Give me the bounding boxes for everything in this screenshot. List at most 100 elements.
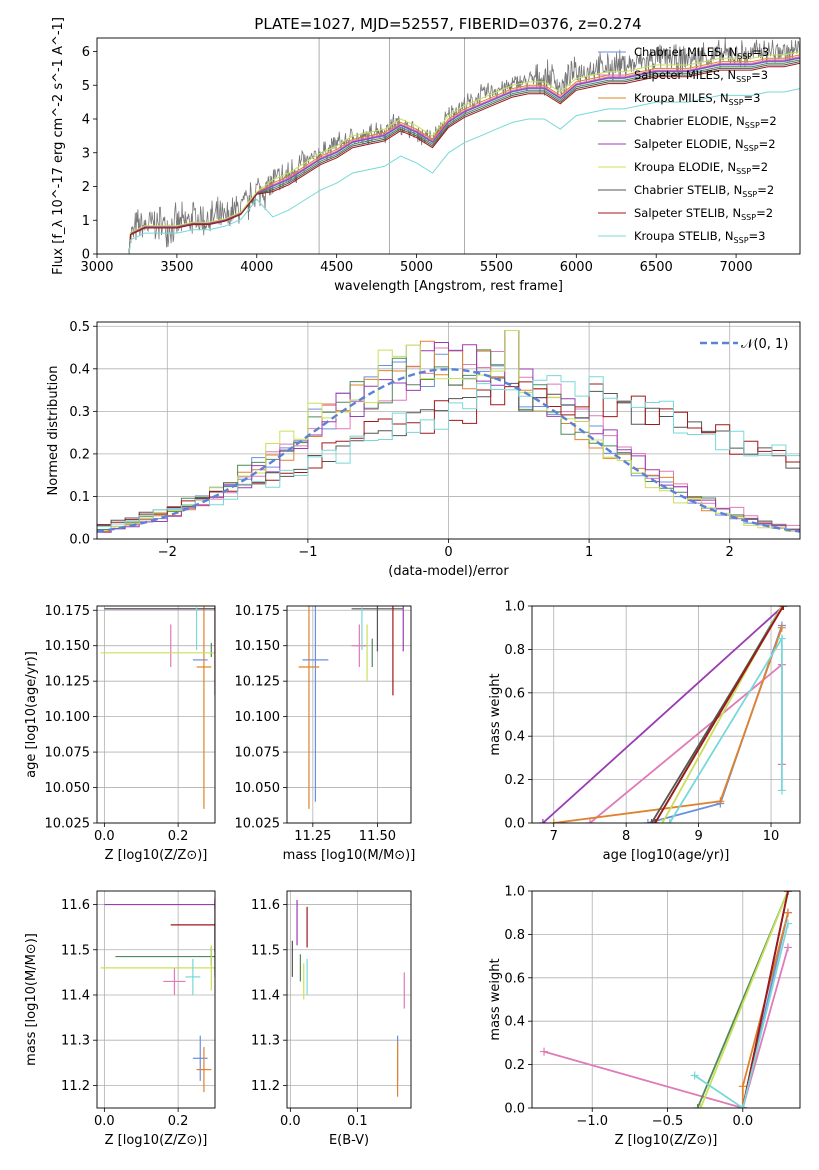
- point-kroupa-elodie: [100, 945, 215, 991]
- plot-area-weight-z: [540, 891, 792, 1108]
- point-kroupa-miles: [298, 606, 320, 809]
- panel-weight-z: −1.0 −0.5 0.0 0.0 0.2 0.4 0.6 0.8 1.0 Z [log10(Z/…: [488, 885, 801, 1148]
- legend-label-chabrier-miles: Chabrier MILES, NSSP=3: [634, 45, 769, 61]
- plot-area-age-z: [100, 606, 215, 809]
- y-axis-label: Flux [f_λ 10^-17 erg cm^-2 s^-1 A^-1]: [51, 17, 66, 275]
- plot-area-spectrum: [128, 38, 800, 254]
- y-tick-label: 1.0: [504, 885, 525, 900]
- y-tick-label: 11.4: [251, 988, 280, 1003]
- point-salpeter-elodie: [104, 900, 215, 910]
- weight-marker-kroupa-stelib: [738, 1104, 747, 1108]
- y-tick-label: 11.6: [251, 898, 280, 913]
- y-tick-label: 0.5: [69, 320, 90, 335]
- y-tick-label: 11.5: [61, 943, 90, 958]
- y-tick-label: 1: [82, 214, 90, 229]
- legend-label-chabrier-elodie: Chabrier ELODIE, NSSP=2: [634, 114, 777, 130]
- legend-label-salpeter-miles: Salpeter MILES, NSSP=3: [634, 68, 768, 84]
- weight-marker-kroupa-miles: [783, 908, 792, 917]
- y-axis-label: mass [log10(M/M⊙)]: [24, 933, 39, 1066]
- y-tick-label: 10.150: [45, 639, 91, 654]
- panel-spectrum: 3000 3500 4000 4500 5000 5500 6000 6500 7000 0 1 2 3…: [51, 17, 801, 294]
- y-tick-label: 10.125: [45, 675, 91, 690]
- weight-line-kroupa-stelib: [668, 635, 783, 823]
- x-tick-label: 2: [726, 545, 734, 560]
- model-kroupa-stelib: [128, 88, 800, 254]
- x-tick-label: 10: [763, 829, 780, 844]
- normal-curve: [97, 368, 800, 533]
- y-axis-label: mass weight: [488, 958, 503, 1040]
- point-chabrier-miles: [192, 1035, 208, 1081]
- weight-line-chabrier-miles: [647, 625, 783, 823]
- weight-marker-kroupa-elodie: [658, 819, 667, 823]
- point-kroupa-stelib: [185, 958, 201, 995]
- x-tick-label: 0.2: [168, 1114, 189, 1129]
- y-tick-label: 10.025: [45, 817, 91, 832]
- legend-label-salpeter-stelib: Salpeter STELIB, NSSP=2: [634, 206, 773, 222]
- point-kroupa-miles: [196, 1046, 212, 1093]
- legend-label-salpeter-elodie: Salpeter ELODIE, NSSP=2: [634, 137, 776, 153]
- hist-kroupa-stelib: [97, 375, 800, 527]
- x-tick-label: 0.0: [732, 1114, 753, 1129]
- weight-line-kroupa-stelib: [694, 923, 789, 1108]
- y-tick-label: 11.5: [251, 943, 280, 958]
- y-tick-label: 0.6: [504, 971, 525, 986]
- weight-marker-kroupa-elodie: [696, 1104, 705, 1108]
- axes-frame: [531, 605, 801, 824]
- weight-line-salpeter-miles: [543, 947, 789, 1108]
- x-tick-label: 1: [585, 545, 593, 560]
- weight-marker-salpeter-stelib: [779, 606, 788, 610]
- y-tick-label: 1.0: [504, 600, 525, 615]
- point-kroupa-miles: [196, 606, 212, 809]
- y-tick-label: 10.100: [45, 710, 91, 725]
- legend-label-chabrier-stelib: Chabrier STELIB, NSSP=2: [634, 183, 774, 199]
- x-axis-label: mass [log10(M/M⊙)]: [283, 848, 416, 863]
- point-chabrier-miles: [302, 606, 329, 802]
- y-tick-label: 0.1: [69, 490, 90, 505]
- x-tick-label: 6500: [640, 260, 673, 275]
- weight-marker-salpeter-miles: [783, 943, 792, 952]
- panel-residuals: −2 −1 0 1 2 0.0 0.1 0.2 0.3 0.4 0.5 (data-model)/er…: [46, 320, 801, 579]
- y-tick-label: 10.175: [235, 604, 281, 619]
- x-tick-label: −2: [158, 545, 177, 560]
- model-salpeter-elodie: [128, 57, 800, 254]
- plot-area-weight-age: [538, 606, 788, 823]
- y-tick-label: 0.2: [504, 1058, 525, 1073]
- y-tick-label: 11.3: [61, 1034, 90, 1049]
- x-axis-label: E(B-V): [329, 1133, 369, 1148]
- y-tick-label: 10.050: [45, 781, 91, 796]
- axes-frame: [286, 890, 412, 1109]
- y-tick-label: 0.0: [504, 1102, 525, 1117]
- weight-marker-salpeter-elodie: [538, 819, 547, 823]
- y-tick-label: 0.4: [69, 362, 90, 377]
- point-chabrier-stelib: [351, 606, 404, 652]
- y-tick-label: 0.4: [504, 1015, 525, 1030]
- point-salpeter-miles: [351, 624, 368, 667]
- panel-mass-ebv: 0.0 0.1 11.2 11.3 11.4 11.5 11.6 E(B-V): [251, 890, 412, 1148]
- x-tick-label: −1: [298, 545, 317, 560]
- weight-marker-salpeter-miles: [540, 1047, 549, 1056]
- y-tick-label: 10.100: [235, 710, 281, 725]
- x-tick-label: 0.0: [280, 1114, 301, 1129]
- y-tick-label: 0.2: [504, 773, 525, 788]
- weight-marker-kroupa-stelib: [783, 919, 792, 928]
- x-tick-label: 0.0: [94, 829, 115, 844]
- x-tick-label: 6000: [560, 260, 593, 275]
- y-tick-label: 0.4: [504, 730, 525, 745]
- y-tick-label: 2: [82, 180, 90, 195]
- x-tick-label: 5500: [480, 260, 513, 275]
- plot-area-mass-ebv: [291, 900, 405, 1097]
- weight-marker-chabrier-miles: [643, 819, 652, 823]
- x-tick-label: 11.50: [359, 829, 396, 844]
- y-tick-label: 6: [82, 45, 90, 60]
- figure-title: PLATE=1027, MJD=52557, FIBERID=0376, z=0…: [254, 15, 641, 33]
- x-axis-label: Z [log10(Z/Z⊙)]: [105, 848, 208, 863]
- x-tick-label: 9: [694, 829, 702, 844]
- axes-frame: [96, 605, 216, 824]
- x-tick-label: 8: [622, 829, 630, 844]
- y-axis-label: age [log10(age/yr)]: [24, 651, 39, 778]
- y-tick-label: 0.2: [69, 447, 90, 462]
- weight-marker-kroupa-stelib: [690, 1071, 699, 1080]
- y-tick-label: 0.6: [504, 686, 525, 701]
- hist-kroupa-elodie: [97, 330, 800, 532]
